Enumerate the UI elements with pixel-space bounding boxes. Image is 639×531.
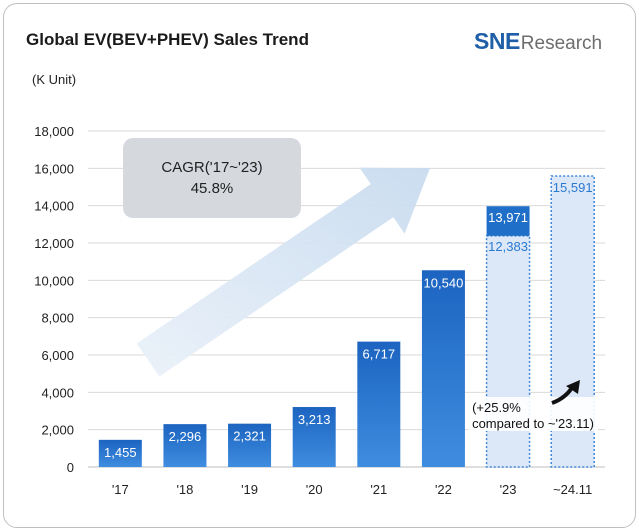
y-tick-label: 12,000	[34, 236, 74, 251]
y-tick-label: 8,000	[41, 311, 74, 326]
bar-value-label: 2,321	[233, 429, 266, 444]
y-tick-label: 10,000	[34, 273, 74, 288]
cagr-callout-box	[123, 138, 301, 218]
y-tick-label: 4,000	[41, 385, 74, 400]
x-tick-label: '20	[306, 482, 323, 497]
y-axis-unit-label: (K Unit)	[32, 72, 77, 87]
value-labels: 1,455 2,296 2,321 3,213 6,717 10,540 13,971 12,…	[104, 180, 593, 460]
y-tick-label: 6,000	[41, 348, 74, 363]
bar	[357, 341, 401, 467]
x-tick-label: '19	[241, 482, 258, 497]
bar-value-label: 6,717	[363, 347, 396, 362]
bar-partial-period	[485, 235, 531, 468]
bar	[228, 423, 272, 467]
growth-arrow-head	[566, 380, 580, 394]
growth-note-line2: compared to ~'23.11)	[472, 416, 594, 431]
bar-partial-value-label: 12,383	[488, 239, 528, 254]
growth-arrow-icon	[551, 380, 580, 405]
trend-arrow	[136, 167, 430, 377]
bar-value-label: 3,213	[298, 412, 331, 427]
growth-note: (+25.9%compared to ~'23.11)	[468, 380, 599, 431]
y-tick-label: 18,000	[34, 124, 74, 139]
bar-value-label: 15,591	[553, 180, 593, 195]
logo-brand: SNE	[474, 28, 520, 54]
cagr-callout: CAGR('17~'23) 45.8%	[123, 138, 301, 218]
bar-top-segment	[486, 206, 530, 236]
axis-labels: 0 2,000 4,000 6,000 8,000 10,000 12,000 14,000 1…	[34, 124, 592, 497]
growth-note-line1: (+25.9%	[472, 400, 521, 415]
cagr-callout-value: 45.8%	[191, 180, 234, 197]
x-tick-label: '18	[176, 482, 193, 497]
bar	[292, 407, 336, 467]
trend-arrow-shape	[136, 167, 430, 377]
x-tick-label: '17	[112, 482, 129, 497]
bar	[98, 439, 142, 467]
cagr-callout-title: CAGR('17~'23)	[161, 159, 262, 176]
bar-value-label: 10,540	[424, 275, 464, 290]
x-tick-label: '21	[370, 482, 387, 497]
bar-value-label: 2,296	[169, 429, 202, 444]
bar-value-label: 13,971	[488, 210, 528, 225]
bar	[163, 424, 207, 467]
y-tick-label: 16,000	[34, 161, 74, 176]
y-tick-label: 14,000	[34, 199, 74, 214]
y-tick-label: 2,000	[41, 423, 74, 438]
y-tick-label: 0	[67, 460, 74, 475]
x-tick-label: '23	[500, 482, 517, 497]
x-tick-label: ~24.11	[553, 482, 592, 497]
bar-value-label: 1,455	[104, 445, 137, 460]
x-tick-label: '22	[435, 482, 452, 497]
chart-title: Global EV(BEV+PHEV) Sales Trend	[26, 30, 309, 49]
bar	[421, 270, 465, 467]
growth-note-bg	[468, 397, 599, 431]
logo-suffix: Research	[520, 33, 603, 54]
sne-research-logo: SNE Research	[474, 28, 602, 55]
bars	[98, 175, 595, 468]
